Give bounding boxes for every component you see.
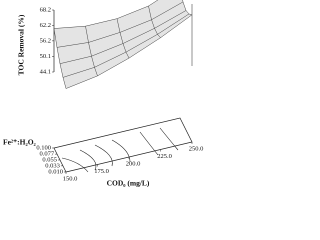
- contour: [94, 144, 113, 167]
- floor: [53, 117, 193, 173]
- contour-lines: [61, 127, 179, 173]
- x-tick-label: 225.0: [157, 153, 172, 160]
- y-tick-label: 0.010: [48, 168, 63, 175]
- chart: TOC Removal (%) Fe²⁺:H₂O₂ COD₀ (mg/L) 44…: [3, 0, 204, 188]
- surface-column: [85, 26, 98, 76]
- contour: [159, 127, 179, 151]
- x-axis-title: COD₀ (mg/L): [107, 179, 150, 188]
- y-axis-title: Fe²⁺:H₂O₂: [3, 138, 37, 147]
- z-tick-label: 68.2: [40, 6, 51, 13]
- x-tick-label: 175.0: [94, 168, 109, 175]
- contour: [79, 149, 97, 171]
- surface-column: [116, 18, 130, 59]
- z-tick-label: 44.1: [40, 68, 51, 75]
- z-tick-label: 56.2: [40, 37, 51, 44]
- z-tick-label: 62.2: [40, 22, 51, 29]
- y-tick-label: 0.055: [42, 156, 57, 163]
- y-tick-label: 0.033: [45, 162, 60, 169]
- contour: [139, 131, 159, 156]
- x-tick-label: 200.0: [126, 160, 141, 167]
- x-tick-label: 150.0: [63, 175, 78, 182]
- z-axis-title: TOC Removal (%): [17, 14, 26, 75]
- z-tick-label: 50.1: [40, 53, 51, 60]
- surface-column: [182, 0, 193, 16]
- contour: [111, 139, 131, 163]
- x-tick-label: 250.0: [189, 145, 204, 152]
- surface-column: [53, 28, 67, 89]
- contour: [61, 157, 89, 173]
- surface-column: [148, 5, 161, 38]
- y-tick-label: 0.100: [36, 144, 51, 151]
- y-tick-label: 0.077: [39, 151, 54, 158]
